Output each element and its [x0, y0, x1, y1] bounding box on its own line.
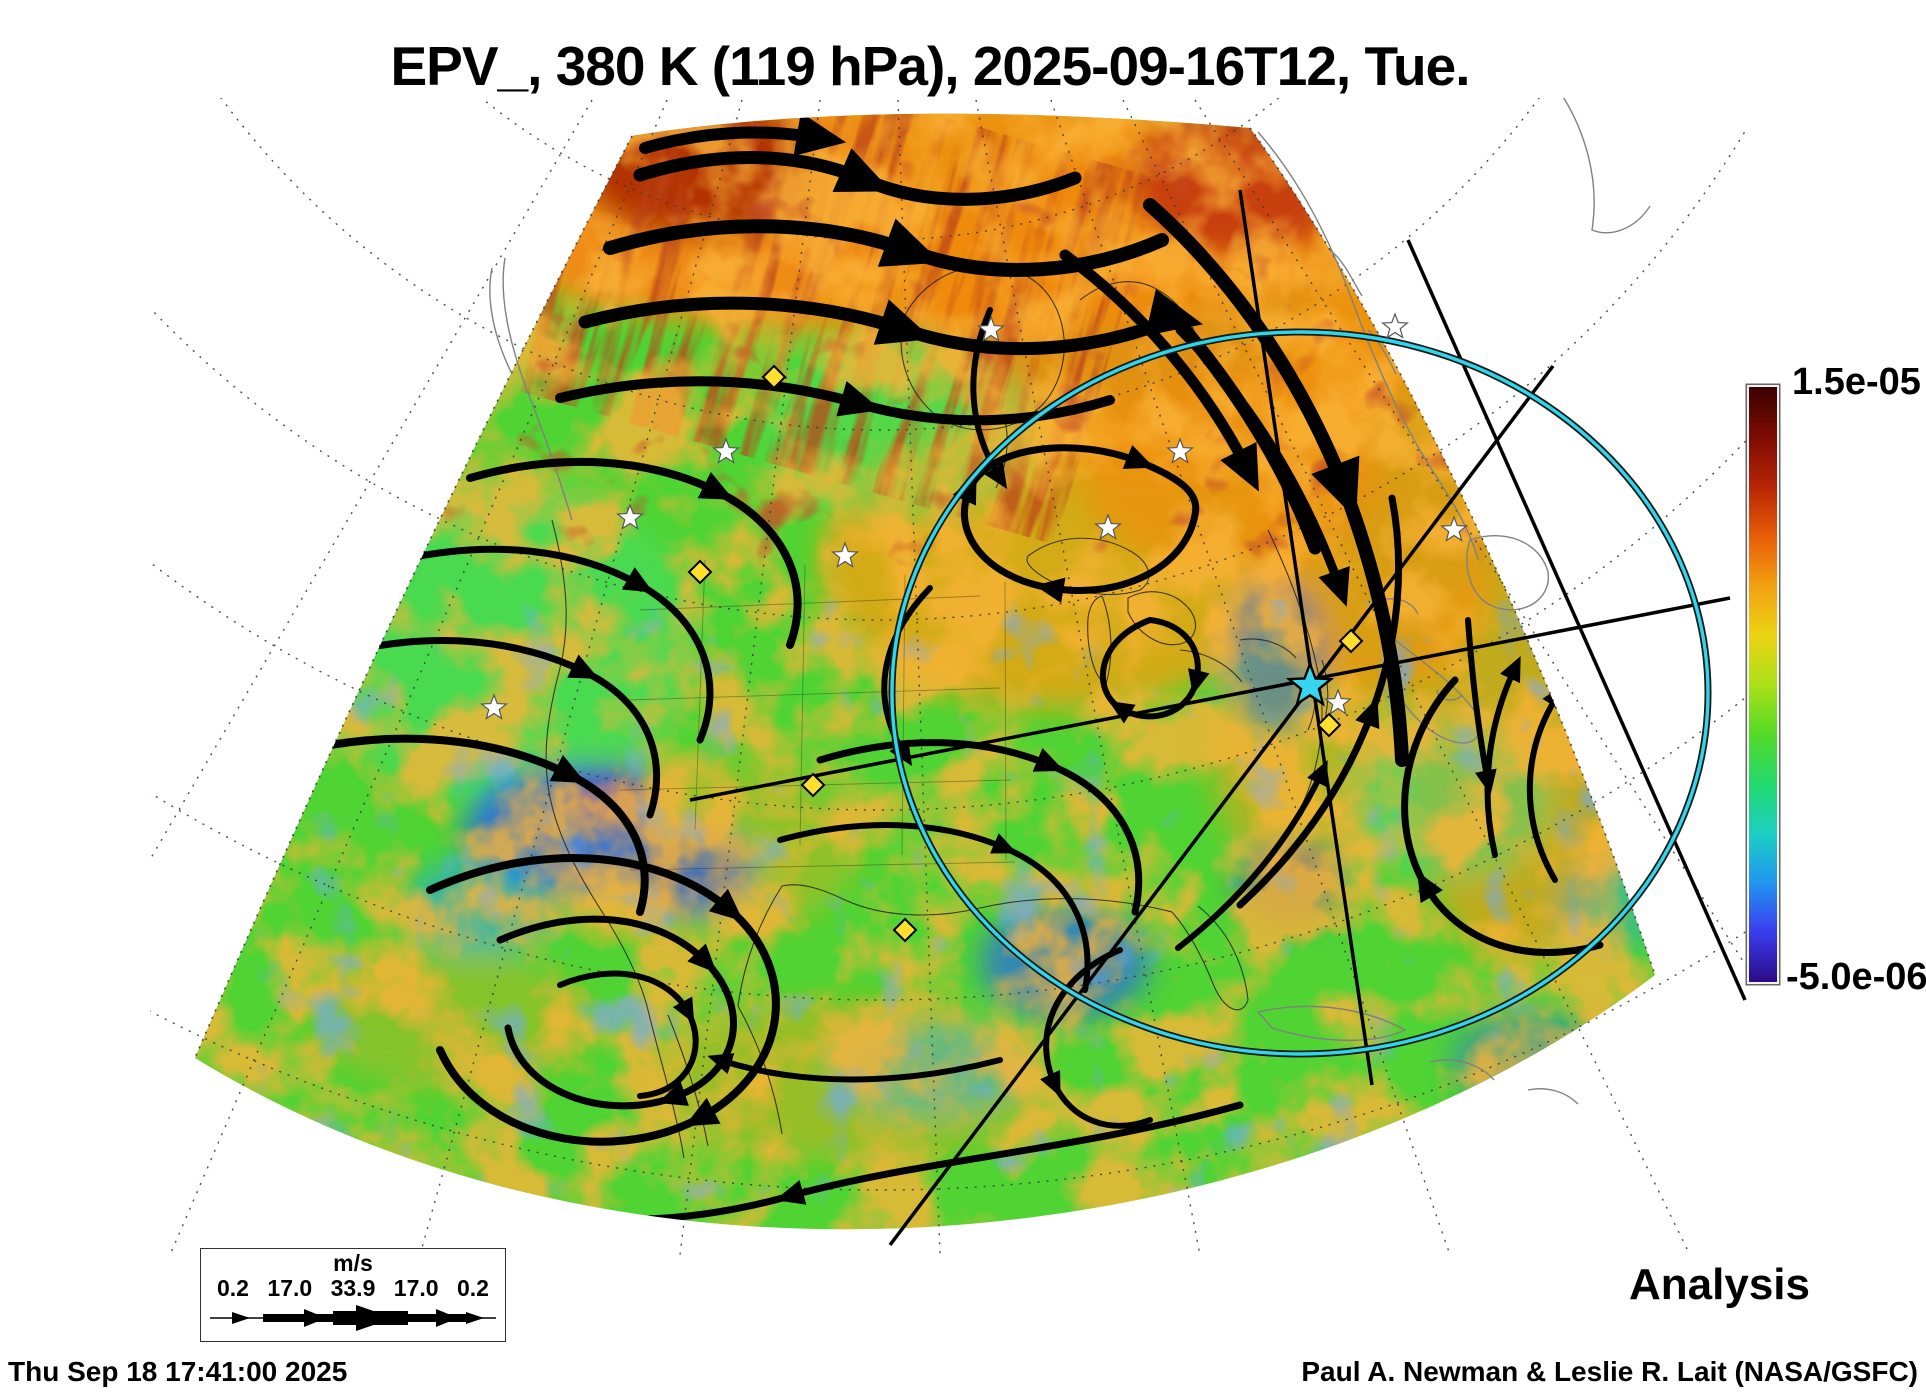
wind-speed-label: 33.9: [330, 1275, 376, 1301]
wind-scale-glyph: [210, 1305, 496, 1331]
colorbar: [1747, 385, 1779, 984]
streamlines-layer: [326, 113, 1651, 1230]
streamline: [952, 444, 1200, 603]
white-star-icon: [1382, 313, 1408, 339]
map-edge-dashes: [194, 127, 1656, 1059]
colorbar-min-label: -5.0e-06: [1786, 956, 1926, 998]
streamline: [326, 734, 649, 916]
streamline: [1040, 947, 1153, 1129]
colorbar-gradient: [1749, 387, 1777, 982]
streamline: [603, 218, 1169, 277]
cross-line-4: [1406, 239, 1747, 1001]
streamline: [557, 970, 699, 1099]
streamline: [466, 457, 802, 649]
streamline: [1099, 617, 1210, 724]
footer-credit: Paul A. Newman & Leslie R. Lait (NASA/GS…: [1301, 1356, 1918, 1387]
overlay-layer: [481, 189, 1747, 1247]
streamline: [396, 545, 714, 744]
streamline: [1465, 617, 1497, 796]
streamline: [633, 148, 1082, 206]
analysis-label: Analysis: [1629, 1260, 1810, 1309]
coastline-outer-layer: [489, 98, 1651, 1105]
wind-speed-label: 17.0: [267, 1275, 313, 1301]
wind-speed-label: 0.2: [217, 1275, 249, 1301]
streamline: [777, 822, 1091, 993]
epv-field-layer: [195, 113, 1655, 1230]
streamline: [639, 113, 847, 156]
wind-speed-label: 17.0: [393, 1275, 439, 1301]
wind-speed-label: 0.2: [456, 1275, 489, 1301]
streamline: [1236, 494, 1403, 909]
streamline: [707, 1053, 1003, 1083]
streamline: [496, 915, 737, 1110]
cross-line-2: [888, 364, 1555, 1247]
cross-line-1: [1238, 189, 1374, 1086]
streamline: [1143, 198, 1409, 767]
streamline: [351, 637, 661, 819]
streamline: [426, 854, 780, 1146]
wind-legend-units: m/s: [333, 1250, 373, 1276]
range-ring: [890, 330, 1710, 1056]
cross-line-3: [689, 596, 1731, 802]
wind-legend: m/s 0.2 17.0 33.9 17.0 0.2: [200, 1248, 506, 1342]
page-title: EPV_, 380 K (119 hPa), 2025-09-16T12, Tu…: [390, 35, 1471, 97]
colorbar-max-label: 1.5e-05: [1792, 361, 1921, 403]
streamline: [1484, 656, 1521, 858]
streamline: [816, 739, 1143, 916]
streamline: [1175, 760, 1328, 951]
streamline: [1401, 676, 1604, 956]
streamline: [1175, 325, 1350, 607]
footer-timestamp: Thu Sep 18 17:41:00 2025: [8, 1356, 348, 1387]
graticule-layer: [150, 98, 1746, 1256]
wind-legend-speeds: 0.2 17.0 33.9 17.0 0.2: [201, 1275, 505, 1301]
